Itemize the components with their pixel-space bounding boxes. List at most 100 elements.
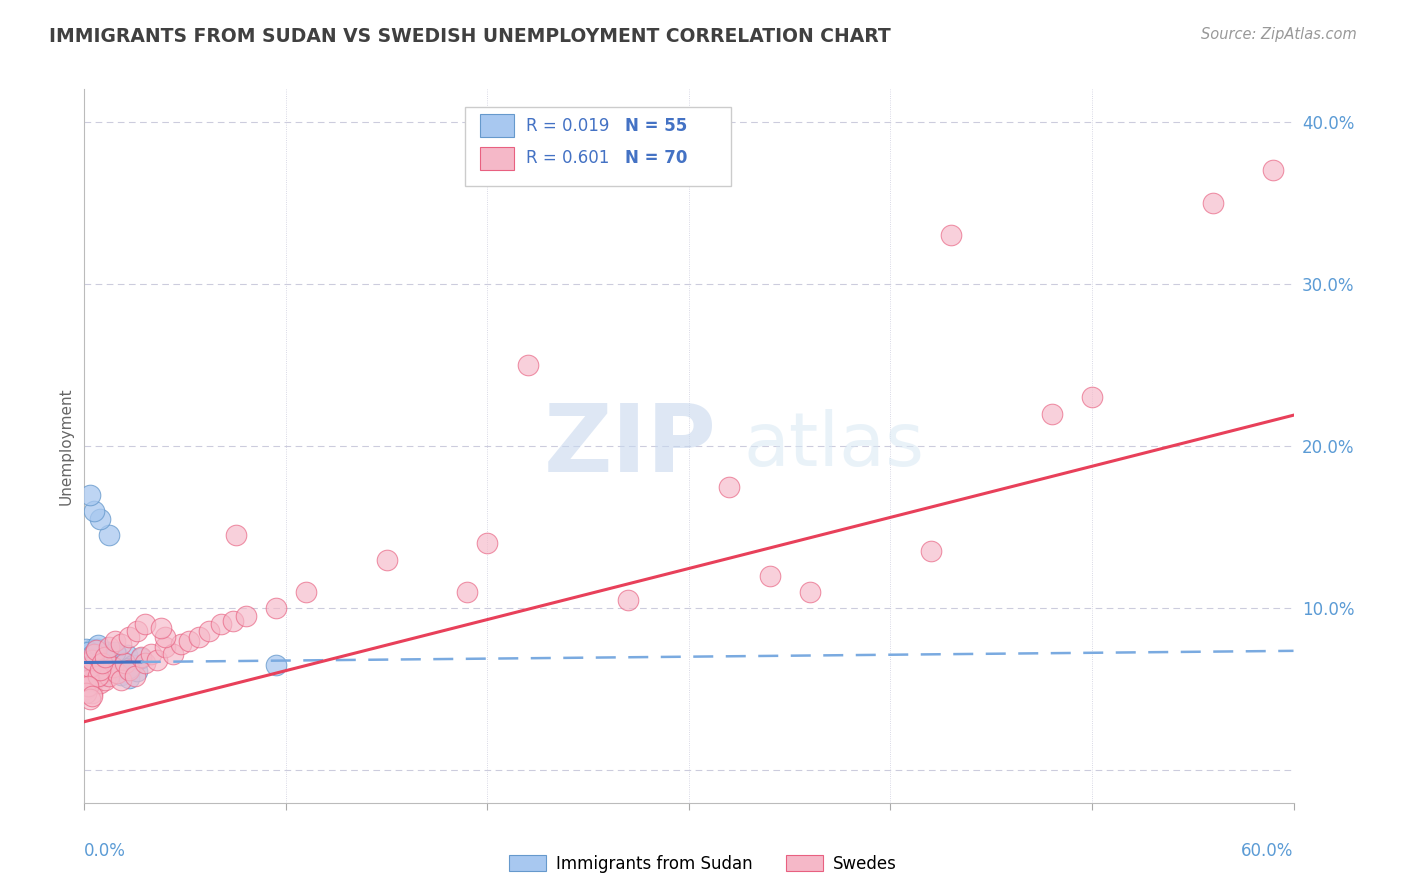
Point <box>86 643 108 657</box>
Point <box>104 633 127 648</box>
Point <box>477 536 499 550</box>
Point <box>125 665 148 679</box>
Point <box>110 637 132 651</box>
Point <box>87 669 110 683</box>
Point <box>86 663 108 677</box>
Point <box>75 657 97 672</box>
Point <box>93 659 115 673</box>
Point <box>96 653 118 667</box>
Text: N = 55: N = 55 <box>624 117 688 135</box>
Point <box>758 568 780 582</box>
Point <box>83 649 105 664</box>
Point <box>101 651 124 665</box>
Point <box>75 682 97 697</box>
Point <box>101 659 124 673</box>
Point <box>146 653 169 667</box>
Text: IMMIGRANTS FROM SUDAN VS SWEDISH UNEMPLOYMENT CORRELATION CHART: IMMIGRANTS FROM SUDAN VS SWEDISH UNEMPLO… <box>49 27 891 45</box>
Point <box>115 648 138 663</box>
Point <box>114 661 136 675</box>
Point <box>79 647 101 661</box>
Point <box>516 358 538 372</box>
Point <box>82 653 104 667</box>
FancyBboxPatch shape <box>479 114 513 137</box>
Text: Source: ZipAtlas.com: Source: ZipAtlas.com <box>1201 27 1357 42</box>
Point <box>75 666 97 681</box>
Point <box>920 544 942 558</box>
Point <box>105 648 128 663</box>
Legend: Immigrants from Sudan, Swedes: Immigrants from Sudan, Swedes <box>503 848 903 880</box>
Point <box>89 512 111 526</box>
Point <box>104 661 127 675</box>
Point <box>222 614 245 628</box>
Point <box>110 667 132 681</box>
Point <box>1081 390 1104 404</box>
Point <box>77 674 100 689</box>
Point <box>75 685 97 699</box>
Point <box>79 659 101 673</box>
Point <box>124 669 146 683</box>
Point <box>129 649 152 664</box>
Point <box>75 641 97 656</box>
Point <box>129 651 152 665</box>
Point <box>87 639 110 653</box>
Point <box>77 673 100 687</box>
Point <box>162 647 184 661</box>
Text: N = 70: N = 70 <box>624 150 688 168</box>
Point <box>86 647 108 661</box>
Text: R = 0.601: R = 0.601 <box>526 150 609 168</box>
Point <box>107 657 129 672</box>
Point <box>97 645 120 659</box>
Point <box>86 661 108 675</box>
Point <box>139 647 162 661</box>
FancyBboxPatch shape <box>465 107 731 186</box>
Point <box>97 640 120 654</box>
Text: atlas: atlas <box>744 409 924 483</box>
Point <box>93 647 115 661</box>
Point <box>93 649 115 664</box>
Point <box>118 661 141 675</box>
Point <box>1202 195 1225 210</box>
Point <box>87 653 110 667</box>
Point <box>111 655 134 669</box>
Point <box>617 593 640 607</box>
Point <box>121 657 143 672</box>
Point <box>77 649 100 664</box>
Point <box>97 669 120 683</box>
Point <box>198 624 221 638</box>
Point <box>83 673 105 687</box>
FancyBboxPatch shape <box>479 147 513 169</box>
Point <box>134 657 156 671</box>
Point <box>82 689 104 703</box>
Point <box>87 666 110 681</box>
Point <box>939 228 962 243</box>
Text: ZIP: ZIP <box>544 400 717 492</box>
Text: 0.0%: 0.0% <box>84 842 127 860</box>
Point <box>1040 407 1063 421</box>
Point <box>134 617 156 632</box>
Point <box>170 637 193 651</box>
Point <box>91 657 114 671</box>
Point <box>118 671 141 685</box>
Point <box>96 666 118 681</box>
Point <box>96 663 118 677</box>
Point <box>114 657 136 671</box>
Point <box>91 666 114 681</box>
Point <box>295 585 318 599</box>
Point <box>375 552 398 566</box>
Point <box>104 645 127 659</box>
Point <box>83 655 105 669</box>
Point <box>149 621 172 635</box>
Point <box>235 609 257 624</box>
Point <box>89 649 111 664</box>
Point <box>83 647 105 661</box>
Point <box>82 666 104 681</box>
Point <box>83 663 105 677</box>
Point <box>118 631 141 645</box>
Point <box>79 692 101 706</box>
Point <box>153 640 176 654</box>
Point <box>264 657 287 672</box>
Point <box>125 624 148 638</box>
Point <box>77 645 100 659</box>
Point <box>100 665 122 679</box>
Point <box>87 669 110 683</box>
